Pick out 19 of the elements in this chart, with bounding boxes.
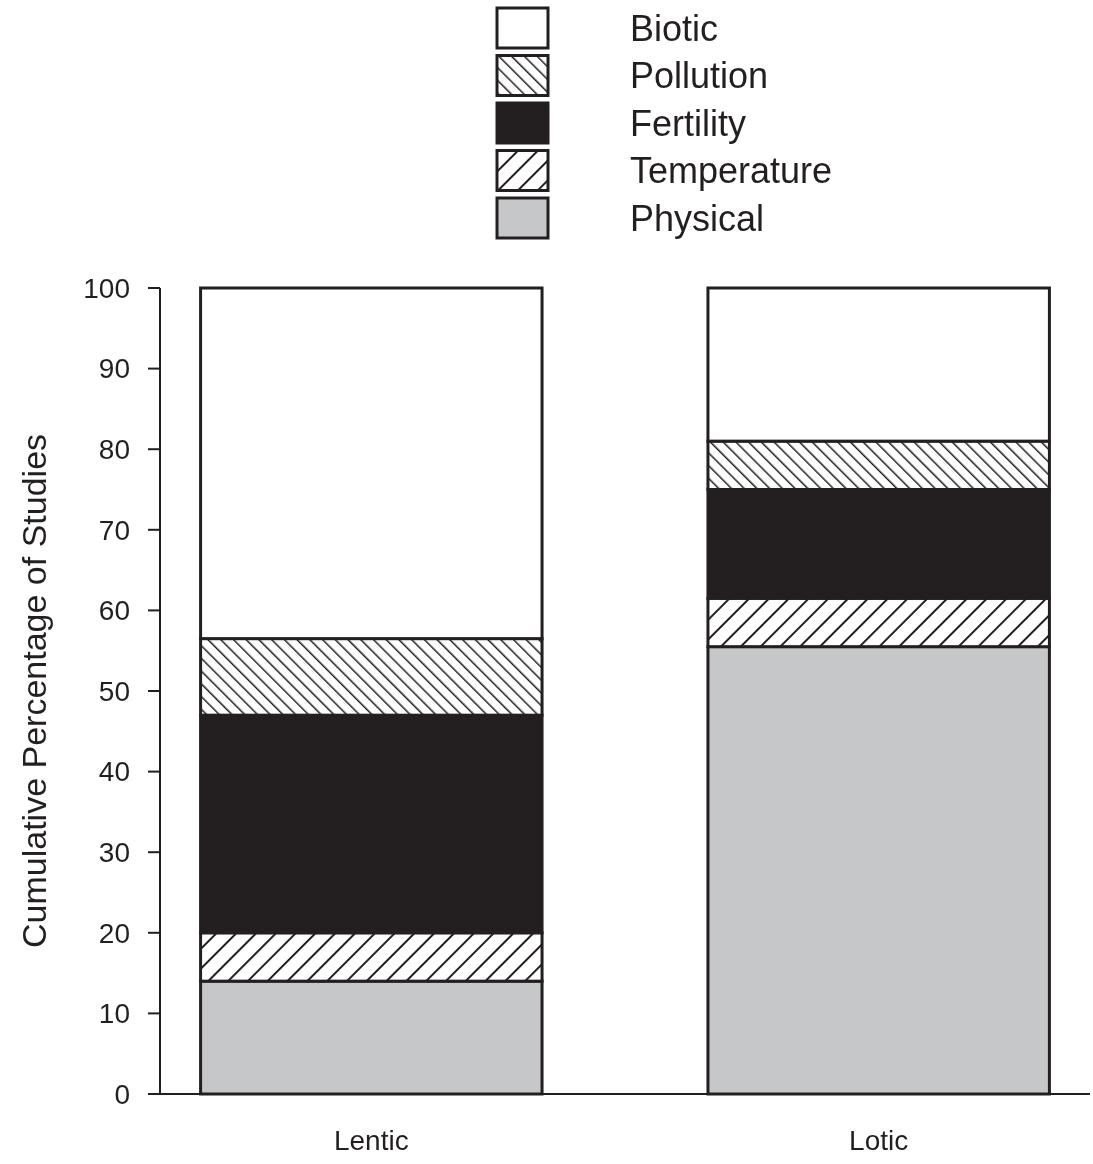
y-tick-label: 60 bbox=[98, 595, 130, 627]
legend-label: Biotic bbox=[630, 7, 719, 49]
legend-label: Temperature bbox=[630, 150, 833, 192]
y-axis-title: Cumulative Percentage of Studies bbox=[15, 433, 53, 949]
y-tick-label: 40 bbox=[98, 756, 130, 788]
legend-label: Fertility bbox=[630, 102, 746, 144]
y-tick-label: 20 bbox=[98, 917, 130, 949]
y-tick-label: 90 bbox=[98, 353, 130, 385]
legend-label: Physical bbox=[630, 197, 765, 239]
x-tick-label: Lotic bbox=[849, 1125, 909, 1156]
y-tick-label: 30 bbox=[98, 837, 130, 868]
y-tick-label: 50 bbox=[98, 675, 130, 707]
y-tick-label: 80 bbox=[98, 434, 130, 465]
y-tick-label: 0 bbox=[114, 1078, 130, 1110]
y-tick-label: 10 bbox=[98, 998, 130, 1030]
y-tick-label: 70 bbox=[98, 514, 130, 546]
legend-label: Pollution bbox=[630, 55, 769, 97]
x-tick-label: Lentic bbox=[333, 1125, 409, 1156]
y-tick-label: 100 bbox=[83, 272, 130, 304]
